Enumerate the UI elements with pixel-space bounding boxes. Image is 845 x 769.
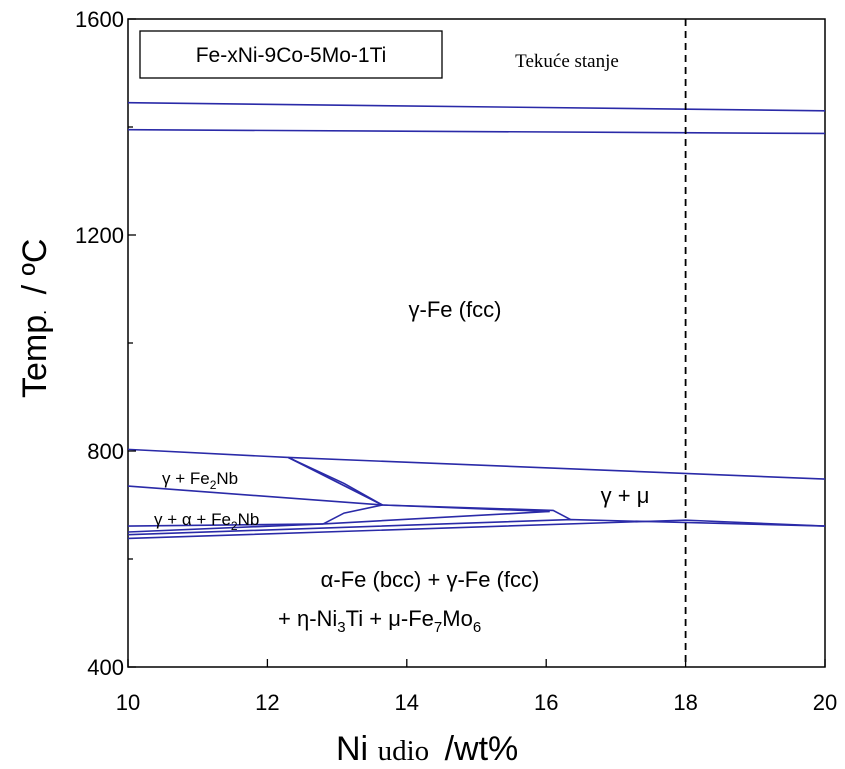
- annotation-low2-c: Mo: [442, 606, 473, 631]
- y-tick-label: 800: [87, 439, 124, 464]
- y-tick-label: 1600: [75, 7, 124, 32]
- annotation-low2-a: + η-Ni: [278, 606, 337, 631]
- annotation-gamma-fe2nb-sub: 2: [210, 478, 217, 492]
- phase-boundary-10: [127, 523, 324, 533]
- y-axis-label-unit: / ºC: [16, 239, 54, 295]
- annotation-gamma-fe2nb-b: Nb: [216, 469, 238, 488]
- y-tick-label: 1200: [75, 223, 124, 248]
- x-axis-label-mid: udio: [378, 735, 430, 767]
- x-tick-label: 10: [116, 690, 140, 715]
- phase-boundary-8: [322, 504, 383, 525]
- y-axis-label-main: Temp: [16, 315, 54, 398]
- phase-boundary-12: [127, 519, 826, 540]
- annotation-gamma-fe2nb: γ + Fe2Nb: [162, 469, 238, 492]
- annotation-gamma-mu: γ + μ: [601, 483, 650, 508]
- x-tick-label: 18: [673, 690, 697, 715]
- annotation-gamma-alpha-fe2nb: γ + α + Fe2Nb: [154, 510, 259, 533]
- y-axis-label: Temp. / ºC: [16, 239, 54, 398]
- chart-title: Fe-xNi-9Co-5Mo-1Ti: [196, 44, 387, 67]
- x-tick-label: 12: [255, 690, 279, 715]
- annotation-gamma-fe2nb-a: γ + Fe: [162, 469, 210, 488]
- phase-boundary-1: [127, 101, 826, 112]
- phase-boundary-2: [127, 128, 826, 135]
- annotation-gaf-b: Nb: [238, 510, 260, 529]
- axis-ticks: 10 12 14 16 18 20 400 800 1200 1600: [75, 7, 837, 715]
- y-tick-label: 400: [87, 655, 124, 680]
- annotation-low2-sub2: 7: [434, 619, 442, 636]
- y-axis-label-dot: .: [30, 310, 50, 315]
- x-tick-label: 14: [395, 690, 419, 715]
- annotation-low-phase-line2: + η-Ni3Ti + μ-Fe7Mo6: [278, 606, 481, 636]
- phase-boundary-lines: [127, 101, 826, 540]
- x-tick-label: 16: [534, 690, 558, 715]
- annotation-liquid: Tekuće stanje: [515, 51, 619, 72]
- annotation-low2-b: Ti + μ-Fe: [346, 606, 434, 631]
- x-axis-label-prefix: Ni: [336, 730, 368, 768]
- annotation-low2-sub3: 6: [473, 619, 481, 636]
- annotation-gaf-a: γ + α + Fe: [154, 510, 231, 529]
- annotation-gaf-sub: 2: [231, 519, 238, 533]
- x-axis-label-suffix: /wt%: [445, 730, 519, 768]
- title-box: [139, 30, 443, 79]
- annotation-low2-sub1: 3: [337, 619, 345, 636]
- phase-boundary-5: [287, 456, 383, 506]
- phase-boundary-11: [127, 518, 826, 536]
- annotation-low-phase-line1: α-Fe (bcc) + γ-Fe (fcc): [321, 567, 540, 592]
- x-axis-label: Ni udio /wt%: [336, 730, 518, 768]
- x-tick-label: 20: [813, 690, 837, 715]
- phase-boundary-9: [382, 504, 550, 513]
- annotation-gamma-fe: γ-Fe (fcc): [409, 297, 502, 322]
